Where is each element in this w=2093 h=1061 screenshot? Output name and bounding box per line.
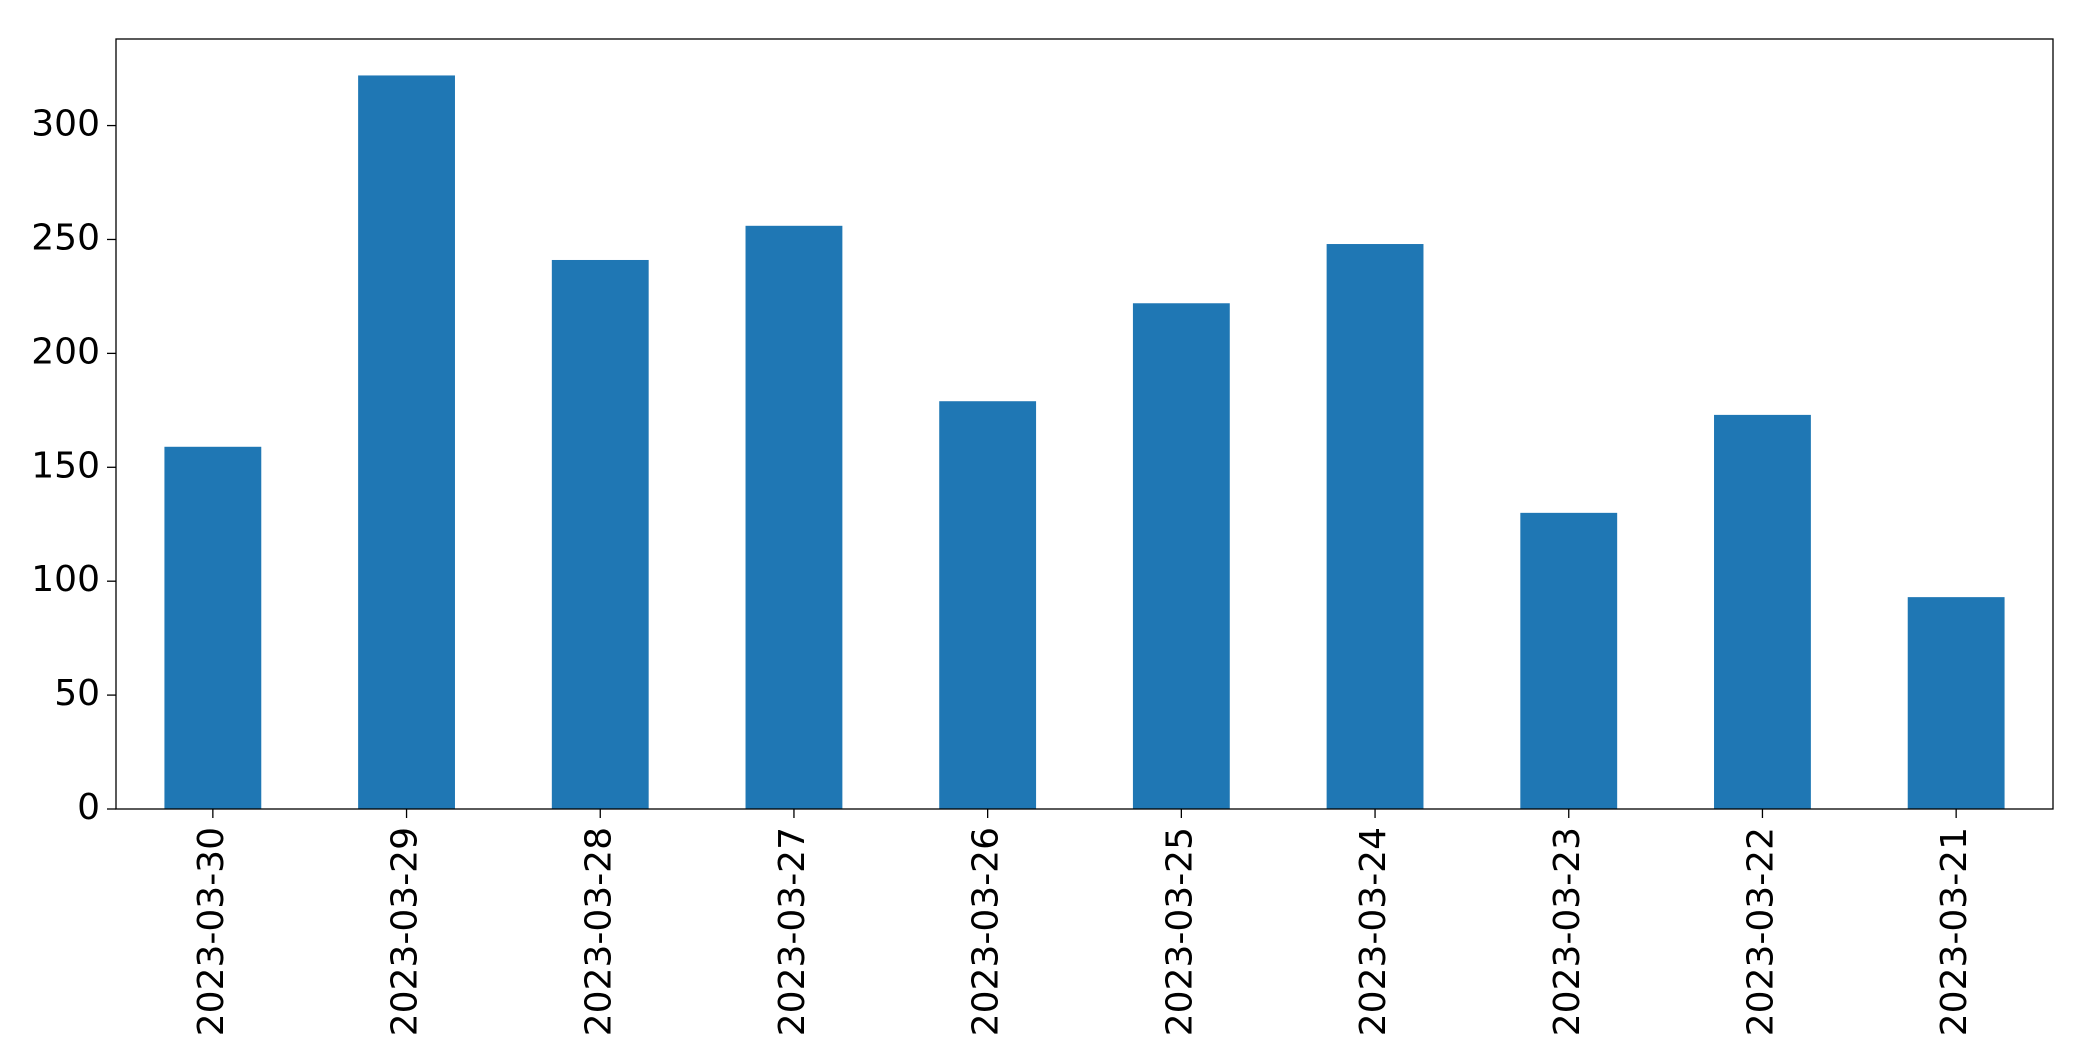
y-tick-label: 200	[31, 331, 100, 372]
x-tick-label: 2023-03-30	[191, 827, 232, 1036]
bar	[1326, 244, 1424, 809]
bar	[1520, 512, 1618, 809]
bar	[1714, 414, 1811, 809]
y-tick-label: 50	[54, 673, 100, 714]
plot-frame	[115, 38, 2054, 810]
bar	[1907, 597, 2005, 809]
bar	[551, 259, 649, 809]
x-tick-label: 2023-03-25	[1159, 827, 1200, 1036]
x-tick-label: 2023-03-27	[772, 827, 813, 1036]
y-tick-label: 150	[31, 445, 100, 486]
y-tick-label: 250	[31, 217, 100, 258]
bar	[358, 75, 455, 809]
y-tick-label: 300	[31, 104, 100, 145]
y-tick-label: 100	[31, 559, 100, 600]
x-tick-label: 2023-03-28	[578, 827, 619, 1036]
x-tick-label: 2023-03-24	[1353, 827, 1394, 1036]
x-tick-label: 2023-03-21	[1934, 827, 1975, 1036]
bar	[164, 446, 262, 809]
x-tick-label: 2023-03-26	[966, 827, 1007, 1036]
x-tick-label: 2023-03-23	[1547, 827, 1588, 1036]
bar	[745, 225, 843, 809]
bar	[1132, 303, 1230, 809]
y-tick-label: 0	[77, 787, 100, 828]
bar	[939, 401, 1037, 809]
x-tick-label: 2023-03-29	[385, 827, 426, 1036]
x-tick-label: 2023-03-22	[1740, 827, 1781, 1036]
